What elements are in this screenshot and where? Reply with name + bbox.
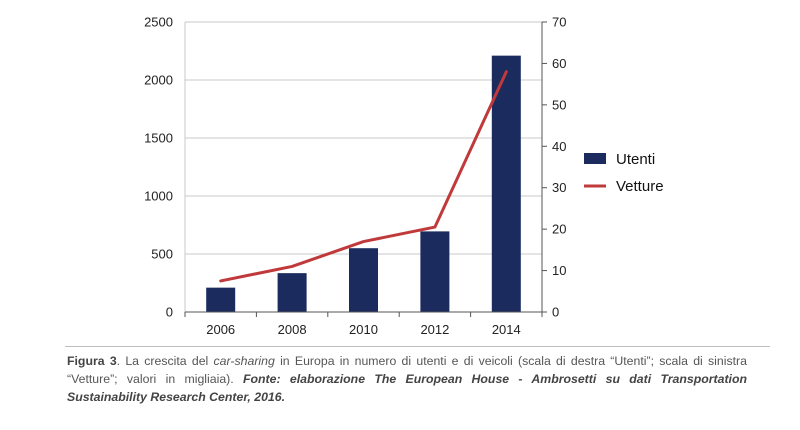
right-tick-label: 0 (552, 305, 559, 320)
left-tick-label: 500 (151, 247, 173, 262)
caption-text-2: in Europa in numero di utenti e di veico… (67, 354, 747, 386)
bars-utenti (206, 55, 521, 312)
caption-term: car-sharing (213, 354, 275, 368)
x-tick-label: 2010 (349, 322, 378, 337)
right-tick-label: 40 (552, 139, 566, 154)
line-vetture (219, 70, 508, 283)
bar-utenti-2010 (349, 248, 378, 312)
bar-utenti-2006 (206, 287, 236, 312)
left-tick-label: 0 (166, 305, 173, 320)
caption-label: Figura 3 (67, 354, 117, 368)
right-tick-label: 60 (552, 56, 566, 71)
gridlines (184, 21, 542, 313)
legend-label-utenti: Utenti (616, 151, 655, 168)
figure-caption: Figura 3. La crescita del car-sharing in… (67, 352, 747, 406)
legend-label-vetture: Vetture (616, 178, 664, 195)
left-axis: 0 500 1000 1500 2000 2500 (144, 15, 173, 320)
right-tick-label: 10 (552, 263, 566, 278)
right-tick-label: 30 (552, 180, 566, 195)
right-tick-label: 70 (552, 15, 566, 30)
right-axis: 0 10 20 30 40 50 60 70 (541, 15, 566, 320)
left-tick-label: 2000 (144, 73, 173, 88)
left-tick-label: 1000 (144, 189, 173, 204)
bar-utenti-2012 (420, 231, 450, 312)
caption-text-1: . La crescita del (116, 354, 214, 368)
legend-swatch-utenti (584, 153, 606, 164)
left-tick-label: 2500 (144, 15, 173, 30)
left-tick-label: 1500 (144, 131, 173, 146)
x-tick-label: 2008 (278, 322, 307, 337)
bar-utenti-2008 (277, 273, 307, 312)
combo-chart: 0 500 1000 1500 2000 2500 0 10 20 30 40 50 60 70 200… (144, 15, 664, 338)
x-axis: 2006 2008 2010 2012 2014 (184, 311, 543, 337)
legend: Utenti Vetture (584, 151, 664, 195)
bar-utenti-2014 (491, 55, 521, 312)
caption-source: Fonte: elaborazione The European House -… (67, 372, 747, 404)
right-tick-label: 20 (552, 222, 566, 237)
x-tick-label: 2006 (206, 322, 235, 337)
right-tick-label: 50 (552, 97, 566, 112)
x-tick-label: 2012 (420, 322, 449, 337)
x-tick-label: 2014 (492, 322, 521, 337)
caption-divider (65, 346, 770, 347)
